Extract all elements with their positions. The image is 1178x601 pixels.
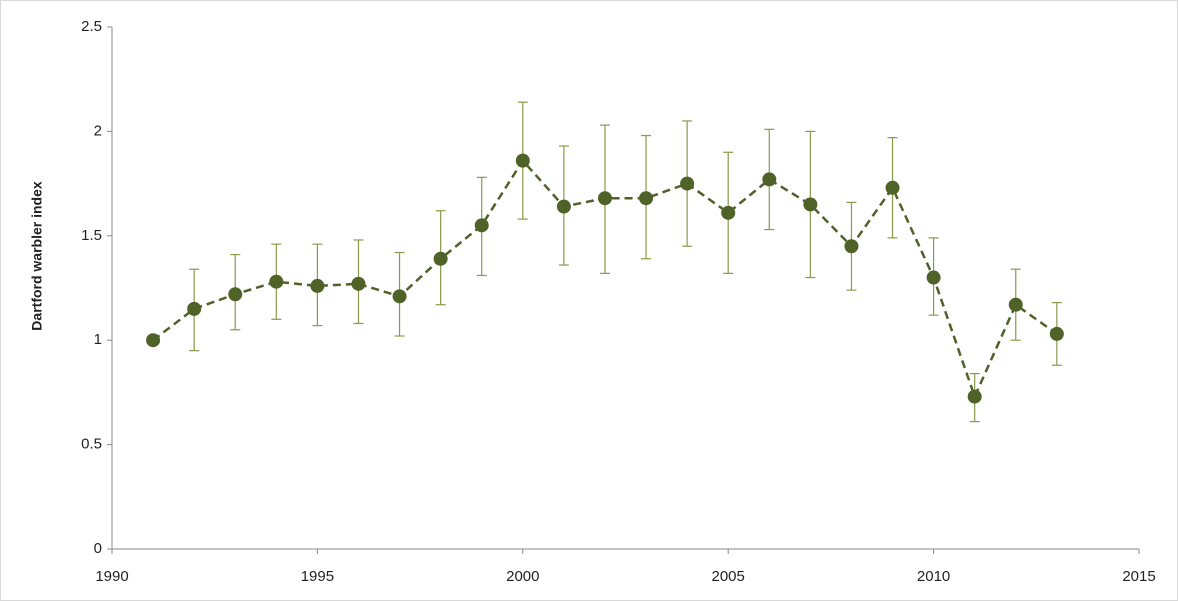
data-point — [269, 274, 284, 289]
data-point — [967, 389, 982, 404]
data-point — [1008, 297, 1023, 312]
data-point — [146, 333, 161, 348]
x-tick-label: 2010 — [917, 568, 950, 585]
data-point — [351, 276, 366, 291]
x-tick-label: 2015 — [1122, 568, 1155, 585]
x-tick-label: 1995 — [301, 568, 334, 585]
y-axis-label: Dartford warbler index — [29, 181, 45, 331]
y-tick-label: 2.5 — [81, 18, 102, 35]
data-point — [803, 197, 818, 212]
data-point — [392, 289, 407, 304]
y-tick-label: 1.5 — [81, 227, 102, 244]
data-point — [885, 180, 900, 195]
data-point — [515, 153, 530, 168]
x-tick-label: 2005 — [712, 568, 745, 585]
data-point — [721, 205, 736, 220]
data-point — [926, 270, 941, 285]
data-point — [762, 172, 777, 187]
y-tick-label: 0 — [94, 540, 102, 557]
y-tick-label: 0.5 — [81, 436, 102, 453]
data-point — [474, 218, 489, 233]
data-point — [228, 287, 243, 302]
data-point — [680, 176, 695, 191]
data-point — [597, 191, 612, 206]
x-tick-label: 2000 — [506, 568, 539, 585]
data-point — [187, 301, 202, 316]
data-point — [310, 278, 325, 293]
y-tick-label: 2 — [94, 122, 102, 139]
x-tick-label: 1990 — [95, 568, 128, 585]
y-tick-label: 1 — [94, 331, 102, 348]
data-point — [556, 199, 571, 214]
data-point — [844, 239, 859, 254]
data-point — [1049, 326, 1064, 341]
data-point — [433, 251, 448, 266]
data-point — [639, 191, 654, 206]
